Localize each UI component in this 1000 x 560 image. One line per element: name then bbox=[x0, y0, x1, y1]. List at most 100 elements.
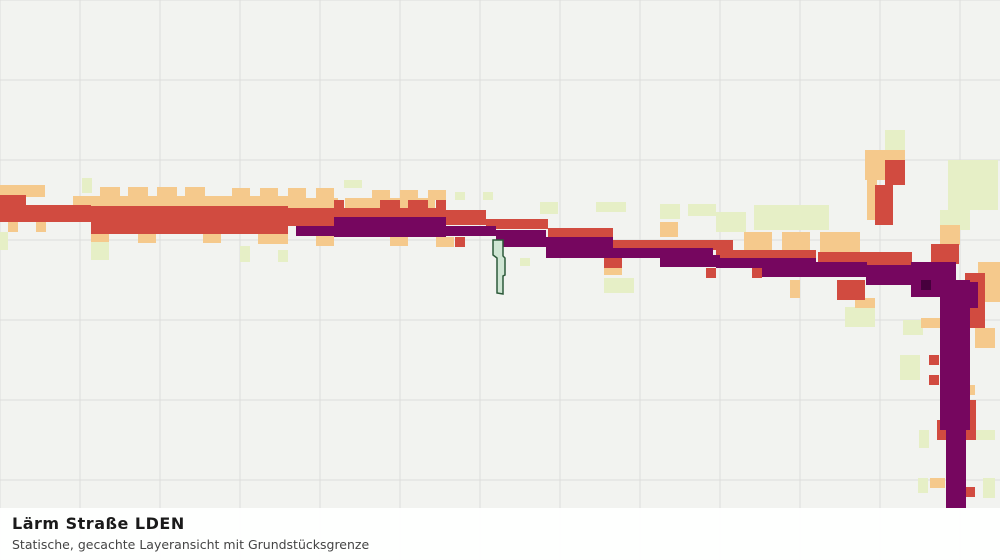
noise-cell bbox=[288, 188, 306, 198]
noise-cell bbox=[546, 240, 613, 258]
noise-cell bbox=[660, 222, 678, 237]
noise-cell bbox=[540, 202, 558, 214]
noise-cell bbox=[436, 237, 454, 247]
noise-cell bbox=[921, 318, 941, 328]
noise-cell bbox=[688, 204, 716, 216]
noise-cell bbox=[138, 233, 156, 243]
noise-cell bbox=[278, 250, 288, 262]
noise-layer bbox=[0, 130, 1000, 508]
noise-cell bbox=[867, 180, 877, 220]
noise-cell bbox=[91, 240, 109, 260]
noise-cell bbox=[91, 232, 109, 242]
noise-cell bbox=[496, 230, 546, 240]
noise-cell bbox=[520, 258, 530, 266]
noise-cell bbox=[344, 180, 362, 188]
noise-cell bbox=[885, 160, 905, 185]
noise-cell bbox=[762, 262, 867, 277]
noise-cell bbox=[390, 236, 408, 246]
noise-cell bbox=[855, 298, 875, 308]
noise-cell bbox=[596, 202, 626, 212]
noise-cell bbox=[752, 268, 762, 278]
noise-cell bbox=[157, 187, 177, 197]
parcel-boundary[interactable] bbox=[492, 239, 506, 295]
noise-cell bbox=[0, 232, 8, 250]
noise-cell bbox=[428, 190, 446, 200]
noise-cell bbox=[372, 190, 390, 200]
noise-cell bbox=[73, 196, 288, 206]
noise-cell bbox=[613, 240, 733, 250]
noise-cell bbox=[837, 280, 865, 300]
noise-cell bbox=[931, 244, 959, 264]
noise-cell bbox=[921, 280, 931, 290]
noise-cell bbox=[975, 328, 995, 348]
noise-cell bbox=[754, 205, 829, 230]
noise-cell bbox=[316, 188, 334, 198]
noise-cell bbox=[940, 280, 970, 430]
noise-cell bbox=[929, 375, 939, 385]
noise-cell bbox=[604, 258, 622, 268]
noise-cell bbox=[845, 307, 875, 327]
noise-cell bbox=[455, 192, 465, 200]
noise-cell bbox=[940, 225, 960, 245]
noise-cell bbox=[334, 217, 446, 237]
noise-cell bbox=[948, 160, 998, 210]
noise-cell bbox=[660, 255, 720, 267]
noise-cell bbox=[26, 205, 91, 222]
noise-cell bbox=[91, 206, 288, 234]
noise-cell bbox=[866, 265, 911, 285]
noise-cell bbox=[232, 188, 250, 198]
noise-cell bbox=[483, 192, 493, 200]
noise-cell bbox=[782, 232, 810, 250]
noise-cell bbox=[334, 200, 344, 210]
noise-cell bbox=[983, 478, 995, 498]
noise-cell bbox=[885, 130, 905, 150]
noise-cell bbox=[436, 200, 446, 210]
noise-cell bbox=[604, 278, 634, 293]
noise-cell bbox=[613, 248, 713, 258]
map-subtitle: Statische, gecachte Layeransicht mit Gru… bbox=[12, 537, 370, 552]
noise-cell bbox=[716, 212, 746, 232]
noise-cell bbox=[930, 478, 945, 488]
noise-cell bbox=[0, 185, 45, 197]
noise-cell bbox=[334, 208, 446, 218]
noise-cell bbox=[744, 232, 772, 250]
noise-cell bbox=[965, 487, 975, 497]
noise-cell bbox=[875, 185, 893, 225]
noise-cell bbox=[380, 200, 400, 210]
noise-cell bbox=[716, 250, 816, 260]
noise-cell bbox=[455, 237, 465, 247]
noise-cell bbox=[100, 187, 120, 197]
noise-cell bbox=[929, 355, 939, 365]
noise-cell bbox=[706, 268, 716, 278]
noise-cell bbox=[946, 430, 966, 508]
noise-cell bbox=[82, 178, 92, 193]
noise-cell bbox=[790, 280, 800, 298]
noise-cell bbox=[240, 246, 250, 262]
noise-cell bbox=[36, 222, 46, 232]
noise-cell bbox=[185, 187, 205, 197]
noise-cell bbox=[258, 234, 288, 244]
noise-cell bbox=[975, 430, 995, 440]
noise-cell bbox=[900, 355, 920, 380]
noise-cell bbox=[918, 478, 928, 493]
map-title: Lärm Straße LDEN bbox=[12, 514, 185, 533]
noise-cell bbox=[128, 187, 148, 197]
noise-cell bbox=[604, 265, 622, 275]
noise-cell bbox=[316, 236, 334, 246]
noise-cell bbox=[288, 208, 334, 226]
noise-cell bbox=[408, 200, 428, 210]
noise-cell bbox=[400, 190, 418, 200]
noise-cell bbox=[288, 198, 338, 208]
noise-cell bbox=[8, 222, 18, 232]
noise-cell bbox=[486, 219, 548, 229]
caption-panel: Lärm Straße LDEN Statische, gecachte Lay… bbox=[0, 508, 1000, 560]
noise-cell bbox=[260, 188, 278, 198]
noise-cell bbox=[446, 210, 486, 225]
noise-cell bbox=[203, 233, 221, 243]
noise-cell bbox=[0, 195, 26, 222]
noise-cell bbox=[903, 320, 923, 335]
noise-cell bbox=[660, 204, 680, 219]
noise-cell bbox=[820, 232, 860, 252]
